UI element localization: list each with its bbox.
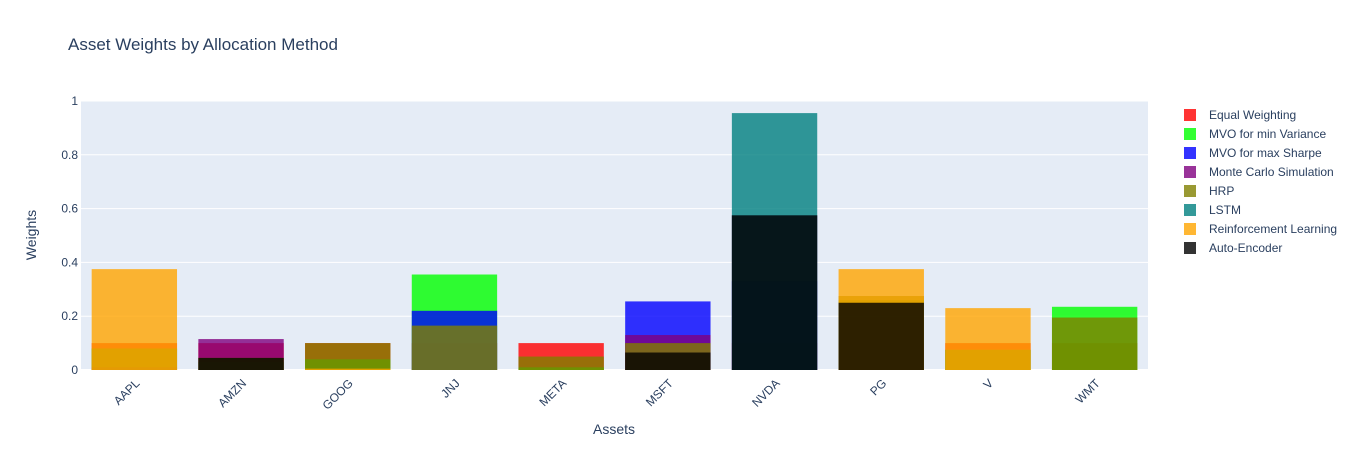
bar bbox=[945, 308, 1031, 370]
legend-item[interactable]: MVO for max Sharpe bbox=[1184, 146, 1322, 160]
x-tick-label: AMZN bbox=[215, 376, 249, 410]
legend-item[interactable]: Reinforcement Learning bbox=[1184, 222, 1337, 236]
y-tick-label: 0.6 bbox=[61, 202, 78, 216]
legend-label: Monte Carlo Simulation bbox=[1209, 165, 1334, 179]
bar bbox=[838, 302, 924, 370]
legend-swatch bbox=[1184, 185, 1196, 197]
legend-item[interactable]: MVO for min Variance bbox=[1184, 127, 1326, 141]
legend-label: MVO for max Sharpe bbox=[1209, 146, 1322, 160]
x-tick-label: MSFT bbox=[643, 376, 676, 409]
legend-item[interactable]: Monte Carlo Simulation bbox=[1184, 165, 1334, 179]
y-axis-ticks: 0 0.2 0.4 0.6 0.8 1 bbox=[61, 94, 78, 377]
legend-label: Auto-Encoder bbox=[1209, 241, 1282, 255]
x-tick-label: GOOG bbox=[320, 376, 356, 412]
legend-swatch bbox=[1184, 147, 1196, 159]
bar bbox=[198, 357, 284, 370]
bar bbox=[1051, 317, 1138, 370]
y-tick-label: 0.4 bbox=[61, 255, 78, 269]
bar bbox=[411, 325, 498, 370]
x-tick-label: V bbox=[981, 376, 997, 392]
x-axis-title: Assets bbox=[593, 421, 635, 437]
bar bbox=[731, 215, 818, 370]
x-tick-label: WMT bbox=[1073, 376, 1104, 407]
x-tick-label: META bbox=[536, 376, 569, 409]
y-tick-label: 1 bbox=[71, 94, 78, 108]
legend-swatch bbox=[1184, 128, 1196, 140]
legend-item[interactable]: Auto-Encoder bbox=[1184, 241, 1282, 255]
chart-title: Asset Weights by Allocation Method bbox=[68, 35, 338, 54]
bar bbox=[518, 356, 604, 370]
legend-item[interactable]: Equal Weighting bbox=[1184, 108, 1296, 122]
legend-label: LSTM bbox=[1209, 203, 1241, 217]
legend-swatch bbox=[1184, 223, 1196, 235]
x-tick-label: AAPL bbox=[111, 376, 143, 408]
legend-label: HRP bbox=[1209, 184, 1234, 198]
legend-swatch bbox=[1184, 204, 1196, 216]
x-tick-label: JNJ bbox=[438, 376, 463, 401]
x-tick-label: PG bbox=[867, 376, 889, 398]
legend-swatch bbox=[1184, 109, 1196, 121]
y-tick-label: 0.2 bbox=[61, 309, 78, 323]
bar bbox=[305, 343, 391, 370]
y-axis-title: Weights bbox=[23, 210, 39, 260]
bar bbox=[91, 269, 178, 370]
series-auto-encoder bbox=[198, 215, 924, 370]
y-tick-label: 0 bbox=[71, 363, 78, 377]
y-tick-label: 0.8 bbox=[61, 148, 78, 162]
legend-item[interactable]: LSTM bbox=[1184, 203, 1241, 217]
legend: Equal Weighting MVO for min Variance MVO f… bbox=[1184, 108, 1337, 255]
bars bbox=[91, 113, 1138, 370]
bar bbox=[625, 352, 711, 370]
legend-label: Equal Weighting bbox=[1209, 108, 1296, 122]
bar bbox=[305, 368, 391, 370]
legend-swatch bbox=[1184, 242, 1196, 254]
legend-label: Reinforcement Learning bbox=[1209, 222, 1337, 236]
legend-item[interactable]: HRP bbox=[1184, 184, 1234, 198]
x-axis-ticks: AAPL AMZN GOOG JNJ META MSFT NVDA PG V WMT bbox=[111, 376, 1103, 413]
x-tick-label: NVDA bbox=[749, 376, 782, 409]
legend-swatch bbox=[1184, 166, 1196, 178]
legend-label: MVO for min Variance bbox=[1209, 127, 1326, 141]
